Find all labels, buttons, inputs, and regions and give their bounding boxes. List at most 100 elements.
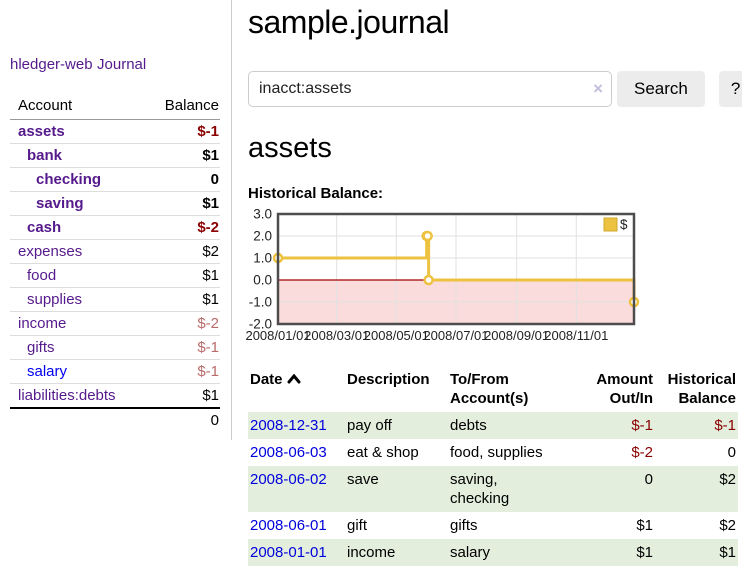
transaction-balance: $1 [719,544,736,561]
transaction-accounts: gifts [450,517,478,534]
transaction-accounts: salary [450,544,491,561]
x-tick-label: 2008/09/01 [484,328,549,343]
accounts-rows: assets $-1 bank $1 checking 0 saving $1 cash $-2 e… [10,119,220,409]
account-row: liabilities:debts $1 [10,384,220,409]
sort-asc-icon [287,373,301,384]
sidebar-account-link[interactable]: bank [27,147,63,164]
y-tick-label: 3.0 [253,207,272,222]
account-balance: $1 [147,263,220,288]
transaction-date-link[interactable]: 2008-12-31 [250,417,327,434]
transaction-balance: $2 [719,471,736,488]
app-title-link[interactable]: hledger-web [10,56,93,73]
transaction-date-link[interactable]: 2008-06-03 [250,444,327,461]
sidebar-account-link[interactable]: checking [36,171,102,188]
transactions-rows: 2008-12-31 pay off debts $-1 $-1 2008-06-03 ea… [248,412,738,566]
account-row: bank $1 [10,143,220,168]
page: hledger-web Journal Account Balance asse… [0,0,742,566]
account-row: assets $-1 [10,119,220,144]
transaction-date-link[interactable]: 2008-01-01 [250,544,327,561]
transaction-amount: $-1 [631,417,653,434]
account-balance: $-1 [147,119,220,144]
sidebar: hledger-web Journal Account Balance asse… [0,0,232,440]
transaction-date-cell: 2008-06-02 [248,466,345,512]
accounts-header-account: Account [10,95,148,120]
search-input[interactable] [248,71,612,107]
transaction-date-link[interactable]: 2008-06-02 [250,471,327,488]
spacer [10,407,148,432]
account-balance: $-2 [147,215,220,240]
x-tick-label: 2008/01/01 [245,328,310,343]
sidebar-account-link[interactable]: cash [27,219,62,236]
x-tick-label: 2008/07/01 [423,328,488,343]
account-balance: $-2 [147,311,220,336]
transaction-balance: $2 [719,517,736,534]
column-header-accounts[interactable]: To/From Account(s) [450,371,529,407]
account-balance: $1 [202,387,219,404]
account-balance: $2 [147,239,220,264]
search-input-wrap: × [248,71,612,107]
account-balance: $1 [147,287,220,312]
account-balance: $1 [147,191,220,216]
y-tick-label: -1.0 [249,295,272,310]
sidebar-account-link[interactable]: expenses [18,243,83,260]
sidebar-account-link[interactable]: liabilities:debts [18,387,116,404]
transaction-accounts: food, supplies [450,444,543,461]
y-tick-label: 1.0 [253,251,272,266]
transaction-description: save [347,471,379,488]
transaction-balance: $-1 [714,417,736,434]
column-header-amount[interactable]: Amount Out/In [596,371,653,407]
sidebar-account-link[interactable]: saving [36,195,84,212]
sidebar-item-journal[interactable]: Journal [97,56,147,73]
sidebar-account-link[interactable]: gifts [27,339,55,356]
transaction-balance: 0 [727,444,736,461]
main-content: sample.journal × Search ? assets Histori… [232,0,742,566]
account-balance: $1 [147,143,220,168]
accounts-header-row: Account Balance [10,95,220,120]
transaction-date-cell: 2008-01-01 [248,539,345,566]
account-balance: 0 [147,167,220,192]
search-button[interactable]: Search [617,71,705,107]
account-row: saving $1 [10,191,220,216]
column-header-description[interactable]: Description [347,371,430,388]
sidebar-account-link[interactable]: assets [18,123,65,140]
account-row: income $-2 [10,311,220,336]
transaction-row: 2008-06-03 eat & shop food, supplies $-2 0 [248,439,738,466]
transactions-table: Date Description To/From Account(s) Amou… [248,368,738,566]
transaction-date-cell: 2008-12-31 [248,412,345,439]
y-tick-label: -2.0 [249,317,272,332]
accounts-total-value: 0 [147,407,220,432]
chart-container: $3.0 2.0 1.0 0.0 -1.0 -2.0 2008/01/01 2008/03/0… [245,207,742,348]
transactions-header-row: Date Description To/From Account(s) Amou… [248,368,738,412]
transaction-description: eat & shop [347,444,419,461]
accounts-header-balance: Balance [147,95,220,120]
sidebar-account-link[interactable]: salary [27,363,68,380]
transaction-description: income [347,544,396,561]
legend-label: $ [620,217,628,232]
sidebar-account-link[interactable]: food [27,267,57,284]
column-header-date[interactable]: Date [248,368,345,412]
page-title: sample.journal [248,4,450,40]
transaction-description: pay off [347,417,392,434]
legend-swatch [603,217,618,232]
chart-title: Historical Balance: [248,185,384,202]
sidebar-account-link[interactable]: income [18,315,67,332]
account-row: expenses $2 [10,239,220,264]
data-point-marker [422,230,433,242]
transaction-amount: $-2 [631,444,653,461]
account-row: food $1 [10,263,220,288]
column-header-balance[interactable]: Historical Balance [667,371,736,407]
account-row: supplies $1 [10,287,220,312]
account-balance: $-1 [147,359,220,384]
transaction-row: 2008-12-31 pay off debts $-1 $-1 [248,412,738,439]
transaction-accounts: saving, checking [450,471,510,507]
sidebar-account-link[interactable]: supplies [27,291,83,308]
x-tick-label: 2008/05/01 [364,328,429,343]
account-row: cash $-2 [10,215,220,240]
clear-search-icon[interactable]: × [593,79,603,98]
help-button[interactable]: ? [718,71,742,107]
transaction-amount: $1 [636,517,653,534]
transaction-date-link[interactable]: 2008-06-01 [250,517,327,534]
account-row: salary $-1 [10,359,220,384]
search-form: × Search ? [248,71,742,107]
account-heading: assets [248,132,332,164]
